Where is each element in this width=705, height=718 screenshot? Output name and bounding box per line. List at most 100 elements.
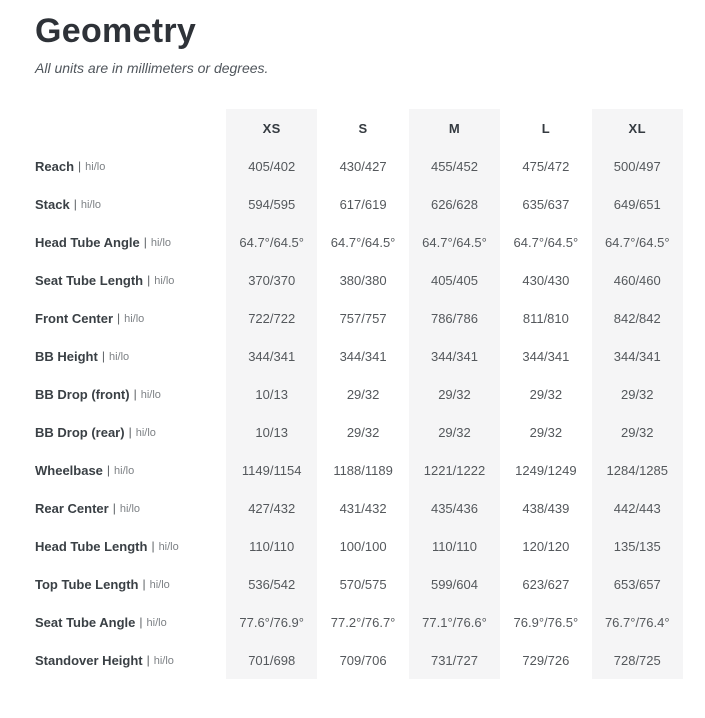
value-cell-l: 623/627 [522,576,570,592]
value-cell-s: 100/100 [339,538,387,554]
label-separator: | [112,501,116,516]
value-cell-xl: 728/725 [591,641,683,680]
value-cell-xs: 10/13 [226,375,318,414]
hi-lo-suffix: hi/lo [80,198,102,211]
page-title: Geometry [35,12,197,50]
value-cell-xs: 10/13 [226,413,318,452]
value-cell-m: 435/436 [408,489,501,528]
header-spacer-cell [35,109,226,147]
label-separator: | [101,349,105,364]
table-row: BB Drop (rear) | hi/lo 10/13 29/32 29/32… [35,413,683,452]
table-row: Reach | hi/lo 405/402 430/427 455/452 47… [35,147,683,186]
value-cell-xl: 442/443 [591,489,683,528]
label-separator: | [106,463,111,478]
value-cell-s: 344/341 [339,348,387,364]
value-cell-l: 1249/1249 [515,462,577,478]
row-label: Head Tube Angle [35,234,140,250]
label-separator: | [128,425,132,440]
value-cell-m: 626/628 [408,185,501,224]
hi-lo-suffix: hi/lo [124,312,145,325]
hi-lo-suffix: hi/lo [153,654,174,667]
table-body: Reach | hi/lo 405/402 430/427 455/452 47… [35,147,683,680]
page-subtitle: All units are in millimeters or degrees. [35,60,269,77]
value-cell-l: 729/726 [522,652,570,668]
row-label: Reach [35,158,75,174]
value-cell-s: 617/619 [339,196,387,212]
row-label: Rear Center [35,500,109,516]
table-row: Top Tube Length | hi/lo 536/542 570/575 … [35,565,683,604]
hi-lo-suffix: hi/lo [158,540,179,553]
hi-lo-suffix: hi/lo [149,578,170,591]
value-cell-s: 570/575 [339,576,387,592]
column-header-xs: XS [226,109,318,148]
row-label-cell: Stack | hi/lo [35,185,226,223]
table-row: Head Tube Length | hi/lo 110/110 100/100… [35,527,683,566]
value-cell-m: 77.1°/76.6° [408,603,501,642]
row-label: Stack [35,196,70,212]
value-cell-xl: 500/497 [591,147,683,186]
value-cell-s: 29/32 [346,424,380,440]
column-header-s: S [358,120,368,136]
value-cell-m: 405/405 [408,261,501,300]
value-cell-l: 29/32 [529,424,563,440]
value-cell-xs: 701/698 [226,641,318,680]
value-cell-xs: 1149/1154 [226,451,318,490]
label-separator: | [151,539,155,554]
value-cell-xs: 427/432 [226,489,318,528]
label-separator: | [117,311,121,326]
hi-lo-suffix: hi/lo [150,236,172,249]
value-cell-s: 431/432 [339,500,387,516]
row-label: BB Height [35,348,98,364]
value-cell-s: 709/706 [339,652,387,668]
value-cell-m: 1221/1222 [408,451,501,490]
table-row: Seat Tube Angle | hi/lo 77.6°/76.9° 77.2… [35,603,683,642]
value-cell-xs: 77.6°/76.9° [226,603,318,642]
value-cell-m: 455/452 [408,147,501,186]
value-cell-m: 731/727 [408,641,501,680]
row-label: BB Drop (rear) [35,424,125,440]
value-cell-l: 475/472 [522,158,570,174]
label-separator: | [146,653,150,668]
table-row: Seat Tube Length | hi/lo 370/370 380/380… [35,261,683,300]
label-separator: | [73,197,77,212]
value-cell-l: 430/430 [522,272,570,288]
value-cell-l: 76.9°/76.5° [513,614,579,630]
hi-lo-suffix: hi/lo [154,274,175,287]
value-cell-s: 29/32 [346,386,380,402]
value-cell-m: 344/341 [408,337,501,376]
value-cell-s: 757/757 [339,310,387,326]
value-cell-xl: 460/460 [591,261,683,300]
label-separator: | [78,159,82,174]
value-cell-xl: 29/32 [591,413,683,452]
row-label: Standover Height [35,652,143,668]
table-row: BB Height | hi/lo 344/341 344/341 344/34… [35,337,683,376]
label-separator: | [139,615,143,630]
row-label-cell: Standover Height | hi/lo [35,641,226,679]
table-row: Rear Center | hi/lo 427/432 431/432 435/… [35,489,683,528]
row-label: Seat Tube Angle [35,614,136,630]
table-header-row: XS S M L XL [35,109,683,148]
table-row: Standover Height | hi/lo 701/698 709/706… [35,641,683,680]
row-label: Front Center [35,310,113,326]
value-cell-l: 120/120 [522,538,570,554]
value-cell-l: 635/637 [522,196,570,212]
row-label-cell: Seat Tube Angle | hi/lo [35,603,226,641]
value-cell-l: 64.7°/64.5° [513,234,579,250]
label-separator: | [133,387,137,402]
value-cell-m: 29/32 [408,413,501,452]
row-label-cell: BB Drop (front) | hi/lo [35,375,226,413]
hi-lo-suffix: hi/lo [140,388,161,401]
value-cell-m: 29/32 [408,375,501,414]
row-label-cell: Top Tube Length | hi/lo [35,565,226,603]
value-cell-m: 599/604 [408,565,501,604]
value-cell-xl: 649/651 [591,185,683,224]
value-cell-xl: 653/657 [591,565,683,604]
geometry-page: Geometry All units are in millimeters or… [35,12,683,680]
label-separator: | [143,235,147,250]
label-separator: | [147,273,151,288]
row-label-cell: BB Height | hi/lo [35,337,226,375]
value-cell-xl: 135/135 [591,527,683,566]
hi-lo-suffix: hi/lo [119,502,141,515]
row-label-cell: Reach | hi/lo [35,147,226,185]
row-label-cell: Seat Tube Length | hi/lo [35,261,226,299]
